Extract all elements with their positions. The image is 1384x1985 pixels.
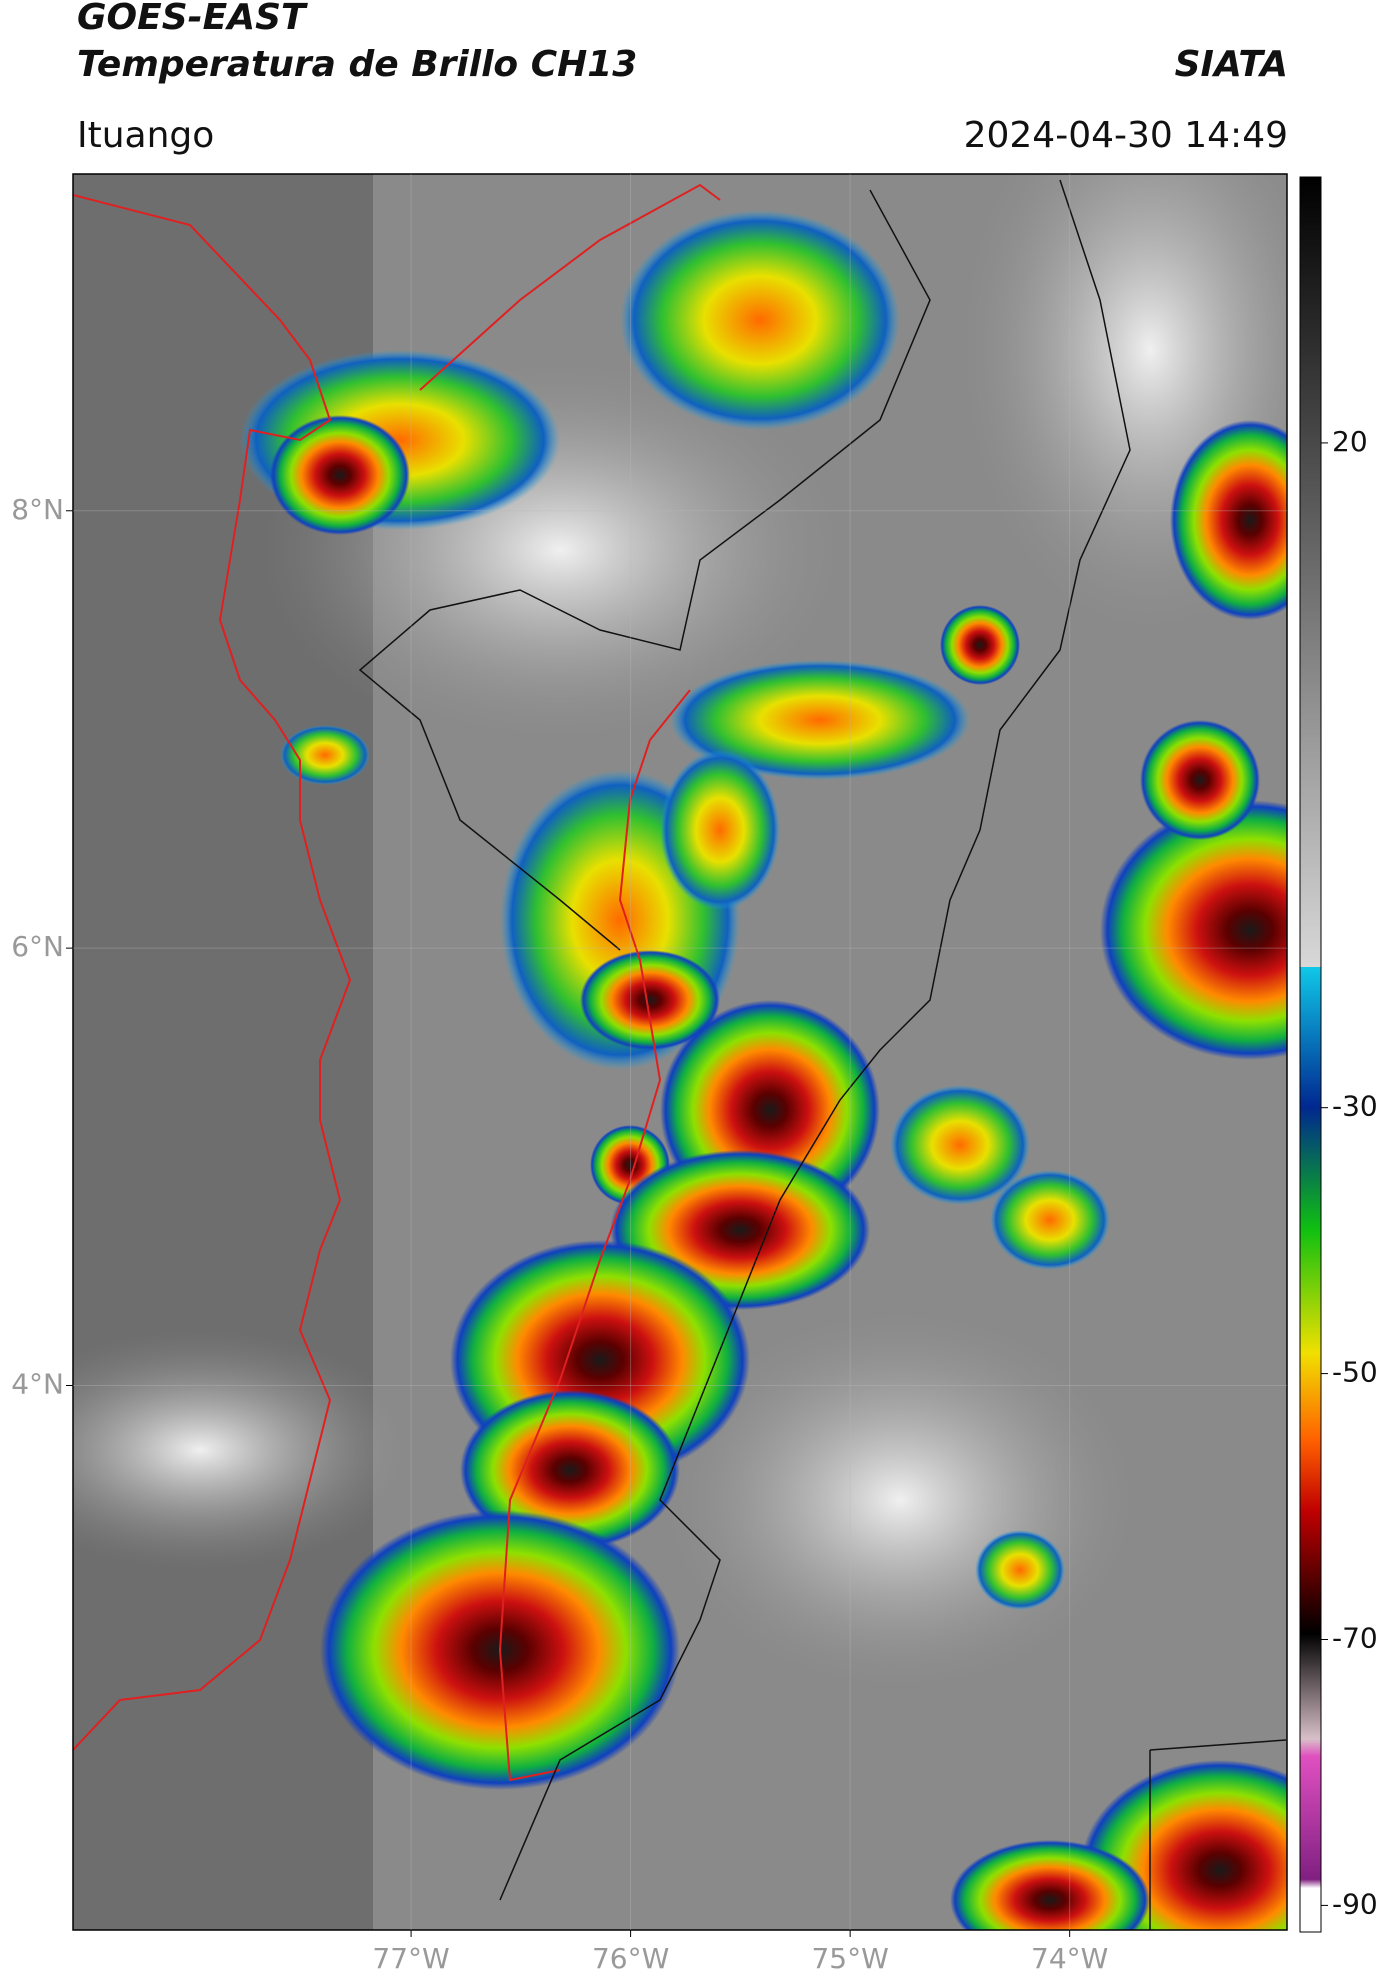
colorbar-label: -70 <box>1332 1622 1378 1655</box>
lat-label: 8°N <box>11 493 64 526</box>
lon-label: 75°W <box>811 1942 888 1975</box>
map-frame <box>72 173 1288 1931</box>
satellite-image <box>73 174 1287 1930</box>
colorbar-label: -30 <box>1332 1090 1378 1123</box>
lon-label: 77°W <box>372 1942 449 1975</box>
colorbar-label: -50 <box>1332 1356 1378 1389</box>
source: SIATA <box>1175 44 1288 85</box>
location: Ituango <box>77 115 214 156</box>
colorbar-label: 20 <box>1332 425 1368 458</box>
lon-label: 74°W <box>1031 1942 1108 1975</box>
subtitle: Temperatura de Brillo CH13 <box>77 44 637 85</box>
colorbar <box>1299 176 1322 1933</box>
title: GOES-EAST <box>77 0 308 38</box>
colorbar-label: -90 <box>1332 1887 1378 1920</box>
lat-label: 4°N <box>11 1367 64 1400</box>
lat-label: 6°N <box>11 930 64 963</box>
lon-label: 76°W <box>592 1942 669 1975</box>
datetime: 2024-04-30 14:49 <box>964 115 1288 156</box>
